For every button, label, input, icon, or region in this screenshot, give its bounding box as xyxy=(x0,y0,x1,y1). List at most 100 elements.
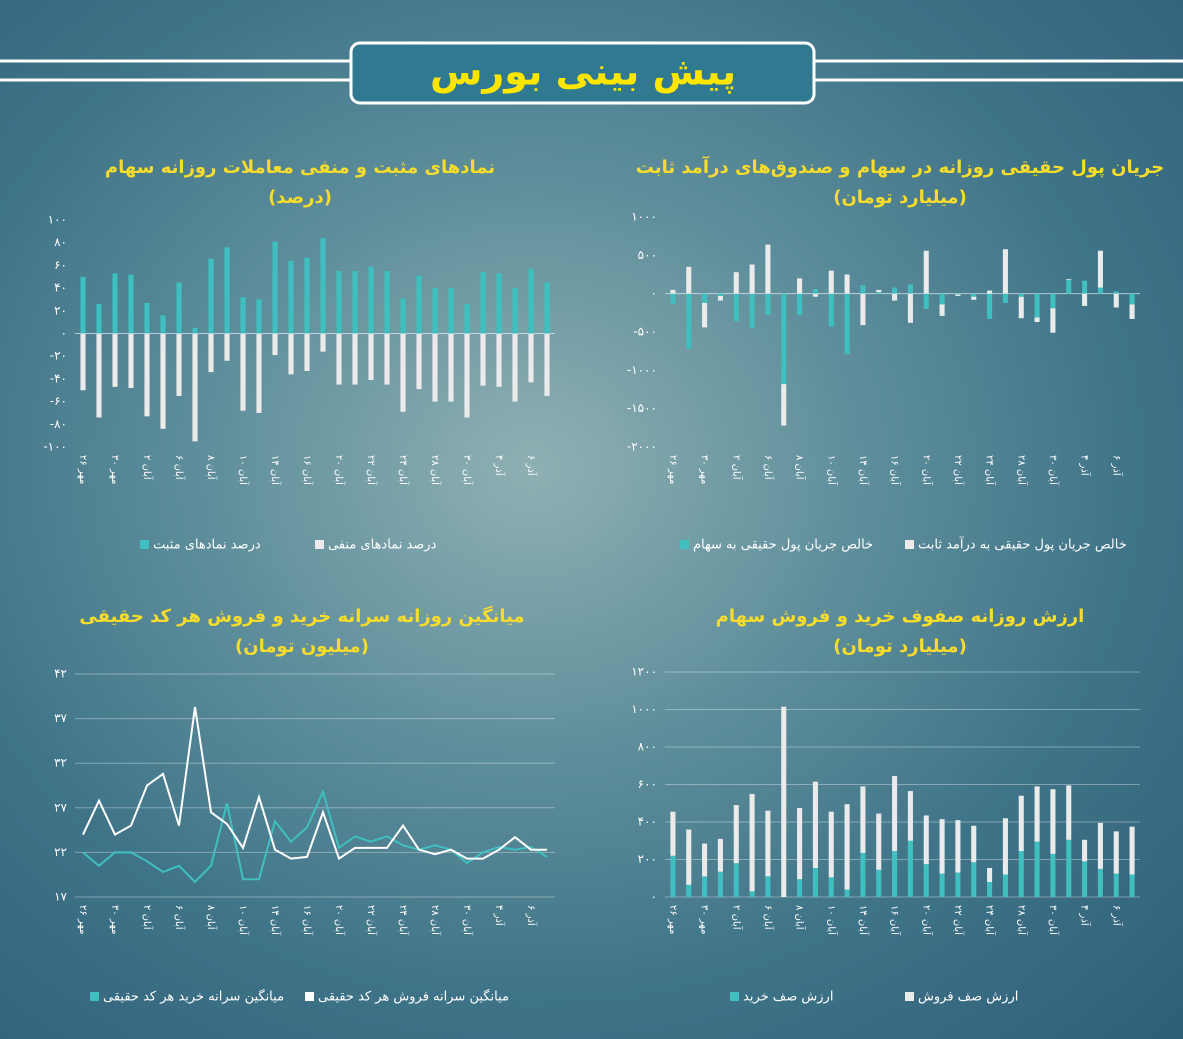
bar xyxy=(733,272,739,294)
bar xyxy=(1129,293,1135,305)
bar xyxy=(686,829,692,885)
bar xyxy=(781,706,787,897)
x-tick-label: ۶ آبان xyxy=(762,905,775,931)
bar xyxy=(749,293,755,329)
bar xyxy=(1050,789,1056,854)
bar xyxy=(544,282,550,334)
y-tick-label: ۰ xyxy=(651,890,657,904)
bar xyxy=(670,855,676,897)
bar xyxy=(1050,853,1056,897)
bar xyxy=(939,873,945,897)
bar xyxy=(749,264,755,294)
bar xyxy=(971,862,977,897)
bar xyxy=(256,333,262,413)
x-tick-label: ۱۶ آبان xyxy=(889,455,902,486)
bar xyxy=(1082,293,1088,306)
x-tick-label: ۲۲ آبان xyxy=(365,455,378,486)
x-tick-label: ۲ آبان xyxy=(141,455,154,481)
bar xyxy=(528,333,534,383)
x-tick-label: ۲۶ مهر xyxy=(77,905,88,934)
bar xyxy=(336,333,342,385)
bar xyxy=(717,871,723,897)
bar xyxy=(876,292,882,294)
legend-label: درصد نمادهای منفی xyxy=(328,538,437,553)
bar xyxy=(192,327,198,334)
bar xyxy=(416,275,422,334)
chart-subtitle: (میلیون تومان) xyxy=(235,636,369,657)
bar xyxy=(987,867,993,882)
bar xyxy=(1002,874,1008,897)
x-tick-label: ۲۴ آبان xyxy=(397,455,410,486)
bar xyxy=(686,884,692,897)
legend-label: خالص جریان پول حقیقی به سهام xyxy=(693,538,873,553)
bar xyxy=(1034,841,1040,897)
bar xyxy=(828,293,834,327)
bar xyxy=(812,867,818,897)
x-tick-label: ۳۰ آبان xyxy=(461,455,474,486)
bar xyxy=(1018,296,1024,319)
bar xyxy=(448,288,454,334)
bar xyxy=(876,869,882,897)
x-tick-label: ۳۰ آبان xyxy=(461,905,474,936)
y-tick-label: ۲۰۰ xyxy=(638,852,657,866)
bar xyxy=(240,297,246,334)
bar xyxy=(240,333,246,411)
legend-label: ارزش صف خرید xyxy=(743,990,833,1005)
bar xyxy=(717,838,723,872)
bar xyxy=(288,333,294,375)
bar xyxy=(1097,250,1103,288)
y-tick-label: ۳۷ xyxy=(54,711,67,725)
bar xyxy=(1066,839,1072,897)
x-tick-label: ۸ آبان xyxy=(205,455,218,481)
bar xyxy=(304,257,310,334)
bar xyxy=(955,820,961,873)
x-tick-label: ۸ آبان xyxy=(205,905,218,931)
bar xyxy=(96,303,102,334)
legend-swatch xyxy=(905,540,914,549)
bar xyxy=(1129,826,1135,875)
x-tick-label: ۲۴ آبان xyxy=(397,905,410,936)
bar xyxy=(812,293,818,297)
legend-swatch xyxy=(140,540,149,549)
x-tick-label: ۶ آذر xyxy=(1110,905,1123,927)
y-tick-label: -۵۰۰ xyxy=(633,325,657,339)
bar xyxy=(860,293,866,326)
x-tick-label: ۲ آبان xyxy=(141,905,154,931)
bar xyxy=(907,840,913,897)
x-tick-label: ۲۶ مهر xyxy=(667,905,678,934)
bar xyxy=(797,879,803,897)
x-tick-label: ۱۶ آبان xyxy=(889,905,902,936)
bar xyxy=(860,786,866,853)
bar xyxy=(1018,293,1024,297)
bar xyxy=(80,276,86,334)
bar xyxy=(670,289,676,294)
bar xyxy=(368,266,374,334)
bar xyxy=(1082,839,1088,862)
x-tick-label: ۳۰ آبان xyxy=(1047,455,1060,486)
bar xyxy=(971,293,977,297)
bar xyxy=(1082,280,1088,294)
bar xyxy=(749,793,755,892)
x-tick-label: ۱۴ آبان xyxy=(857,455,870,486)
bar xyxy=(781,384,787,426)
bar xyxy=(939,304,945,316)
y-tick-label: ۸۰ xyxy=(54,235,67,249)
bar xyxy=(480,272,486,334)
bar xyxy=(987,882,993,897)
x-tick-label: ۲۲ آبان xyxy=(952,905,965,936)
x-tick-label: ۳۰ مهر xyxy=(699,455,710,484)
bar xyxy=(733,293,739,322)
bar xyxy=(670,811,676,856)
bar xyxy=(686,293,692,349)
x-tick-label: ۲۸ آبان xyxy=(1015,905,1028,936)
bar xyxy=(1018,851,1024,897)
legend-swatch xyxy=(315,540,324,549)
bar xyxy=(1034,786,1040,842)
chart-subtitle: (میلیارد تومان) xyxy=(833,187,967,208)
bar xyxy=(749,891,755,897)
bar xyxy=(670,293,676,304)
x-tick-label: ۲۰ آبان xyxy=(333,455,346,486)
bar xyxy=(144,333,150,417)
y-tick-label: ۶۰۰ xyxy=(638,777,657,791)
bar xyxy=(797,807,803,880)
